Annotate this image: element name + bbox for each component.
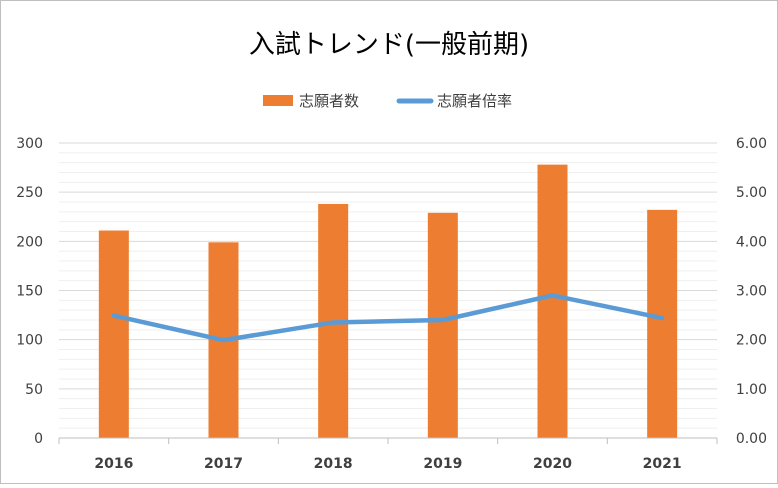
legend: 志願者数 志願者倍率 bbox=[263, 92, 512, 110]
bar bbox=[99, 231, 129, 438]
y-tick-label: 300 bbox=[16, 136, 43, 152]
legend-swatch-bar bbox=[263, 95, 293, 106]
y-tick-label: 150 bbox=[16, 284, 43, 300]
x-tick-label: 2020 bbox=[533, 456, 572, 472]
legend-label-line: 志願者倍率 bbox=[437, 92, 512, 110]
gridlines bbox=[59, 143, 717, 438]
y2-tick-label: 0.00 bbox=[736, 431, 767, 447]
y2-tick-label: 1.00 bbox=[736, 382, 767, 398]
y2-tick-label: 3.00 bbox=[736, 284, 767, 300]
x-tick-label: 2021 bbox=[643, 456, 682, 472]
line-series bbox=[114, 295, 663, 340]
y-tick-label: 250 bbox=[16, 185, 43, 201]
x-tick-label: 2016 bbox=[94, 456, 133, 472]
legend-label-bar: 志願者数 bbox=[299, 92, 359, 110]
y-tick-label: 0 bbox=[34, 431, 43, 447]
bar bbox=[647, 210, 677, 438]
x-tick-label: 2019 bbox=[423, 456, 462, 472]
y2-tick-label: 6.00 bbox=[736, 136, 767, 152]
y2-tick-label: 2.00 bbox=[736, 333, 767, 349]
chart-title: 入試トレンド(一般前期) bbox=[249, 30, 529, 60]
y-tick-label: 100 bbox=[16, 333, 43, 349]
y-tick-label: 50 bbox=[25, 382, 43, 398]
x-tick-label: 2017 bbox=[204, 456, 243, 472]
y-tick-label: 200 bbox=[16, 234, 43, 250]
x-tick-label: 2018 bbox=[314, 456, 353, 472]
bar bbox=[538, 165, 568, 438]
line-path bbox=[114, 295, 662, 340]
y2-tick-label: 4.00 bbox=[736, 234, 767, 250]
bar bbox=[428, 213, 458, 438]
y2-tick-label: 5.00 bbox=[736, 185, 767, 201]
